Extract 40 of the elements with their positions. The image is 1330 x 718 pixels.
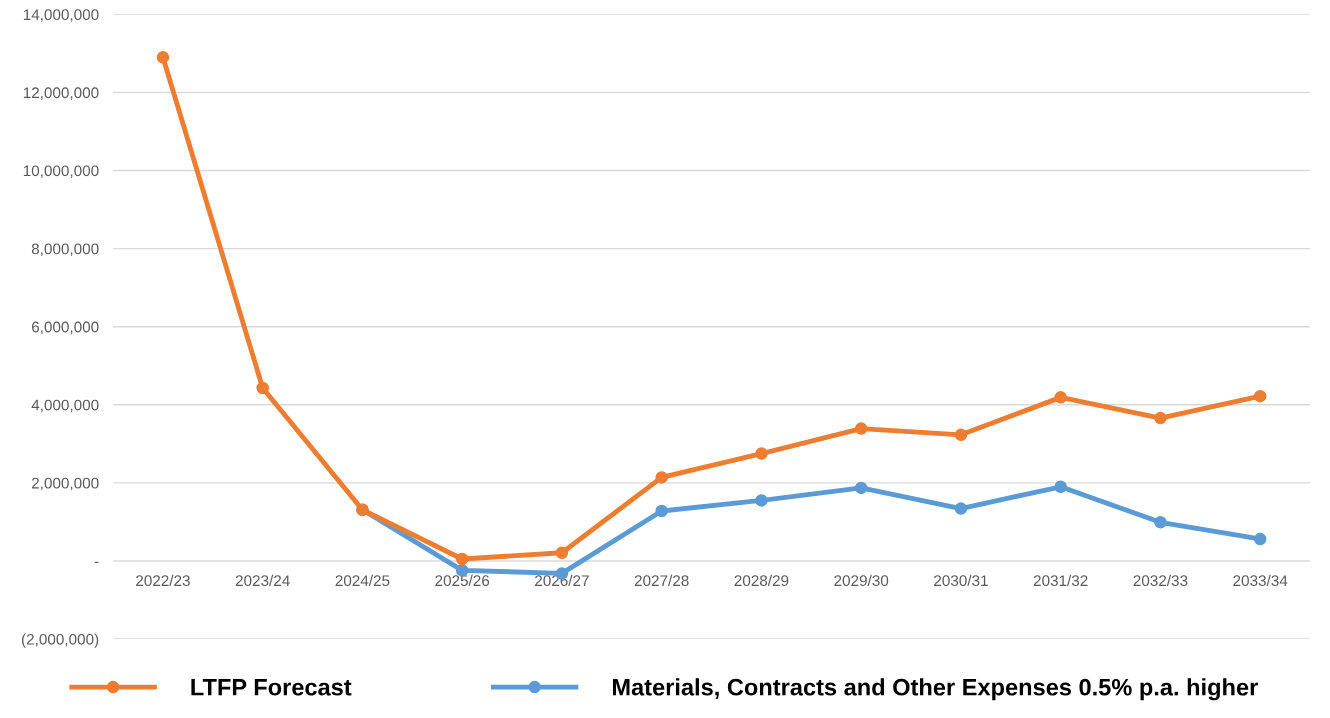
- point: [755, 494, 768, 507]
- point: [954, 428, 968, 442]
- x-tick-label: 2032/33: [1133, 574, 1188, 587]
- point: [1054, 480, 1067, 494]
- x-tick-label: 2031/32: [1033, 574, 1088, 587]
- point: [1054, 391, 1067, 404]
- y-tick-label: 2,000,000: [31, 477, 99, 491]
- y-tick-label: 14,000,000: [23, 9, 99, 22]
- legend-label: Materials, Contracts and Other Expenses 0.5% p.a. higher: [612, 678, 1258, 701]
- x-tick-label: 2025/26: [435, 574, 490, 587]
- y-tick-label: (2,000,000): [21, 633, 99, 648]
- y-tick-label: 10,000,000: [23, 165, 99, 179]
- y-tick-label: -: [94, 561, 99, 564]
- point: [854, 422, 868, 435]
- point: [854, 481, 868, 495]
- point: [1154, 411, 1167, 425]
- point: [555, 546, 569, 559]
- point: [655, 504, 668, 518]
- point: [755, 447, 768, 460]
- x-tick-label: 2024/25: [335, 574, 390, 587]
- point: [455, 552, 469, 566]
- y-tick-label: 6,000,000: [31, 321, 99, 335]
- y-tick-label: 4,000,000: [31, 399, 99, 413]
- point: [156, 51, 170, 64]
- x-tick-label: 2033/34: [1233, 574, 1288, 587]
- point: [655, 471, 668, 484]
- point: [1154, 516, 1167, 529]
- x-tick-label: 2023/24: [235, 574, 290, 587]
- x-tick-label: 2027/28: [634, 574, 689, 587]
- point: [256, 381, 269, 395]
- point: [1253, 389, 1267, 403]
- y-tick-label: 8,000,000: [31, 243, 99, 257]
- x-tick-label: 2022/23: [136, 574, 190, 587]
- point: [954, 502, 968, 515]
- legend-label: LTFP Forecast: [191, 679, 352, 696]
- y-tick-label: 12,000,000: [23, 87, 99, 100]
- x-tick-label: 2029/30: [834, 574, 889, 587]
- point: [1253, 532, 1267, 546]
- x-tick-label: 2030/31: [934, 574, 988, 587]
- x-tick-label: 2028/29: [734, 574, 789, 587]
